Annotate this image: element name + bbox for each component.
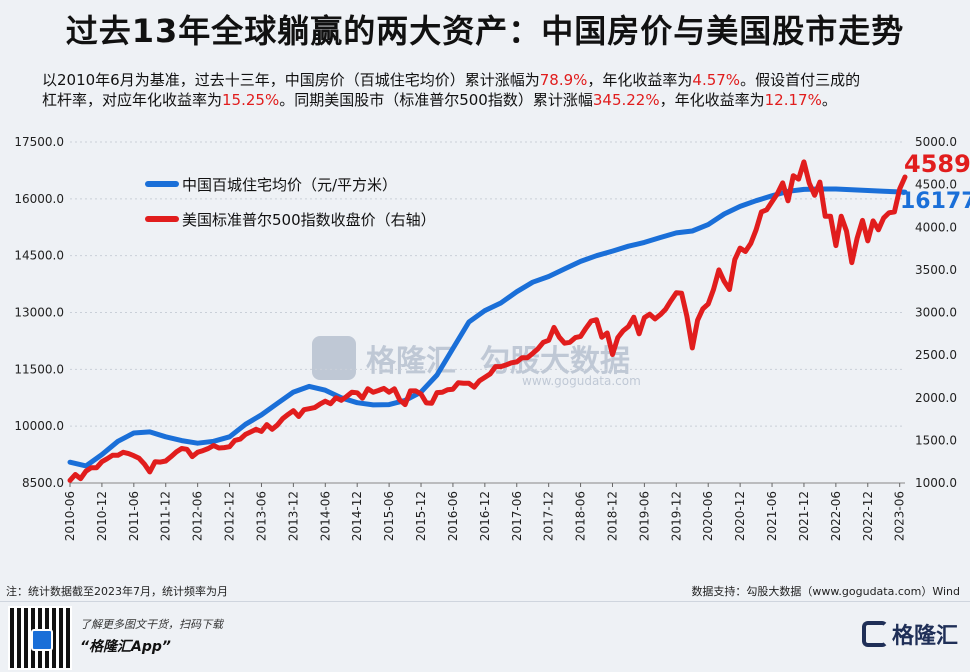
promo-text: 了解更多图文干货，扫码下载 [80,618,223,631]
x-axis-tick-label: 2014-06 [318,491,332,541]
logo-text: 格隆汇 [891,624,958,649]
x-axis-tick-label: 2020-12 [733,491,747,541]
right-axis-tick-label: 4000.0 [915,220,957,234]
x-axis-tick-label: 2015-06 [382,491,396,541]
watermark-url: www.gogudata.com [522,374,641,388]
footnote: 注：统计数据截至2023年7月，统计频率为月 [6,585,228,598]
x-axis-tick-label: 2023-06 [893,491,907,541]
x-axis-tick-label: 2012-06 [191,491,205,541]
x-axis-tick-label: 2011-06 [127,491,141,541]
subtitle-highlight: 78.9% [539,71,588,89]
x-axis-tick-label: 2020-06 [701,491,715,541]
x-axis-tick-label: 2016-12 [478,491,492,541]
right-axis-tick-label: 1500.0 [915,433,957,447]
series-end-label: 4589 [904,150,970,178]
x-axis-tick-label: 2013-12 [286,491,300,541]
subtitle-highlight: 4.57% [692,71,741,89]
subtitle-text: 。假设首付三成的 [740,71,861,89]
left-axis-tick-label: 8500.0 [22,476,64,490]
subtitle-text: ，年化收益率为 [587,71,693,89]
left-axis-tick-label: 11500.0 [14,362,64,376]
x-axis-tick-label: 2015-12 [414,491,428,541]
x-axis-tick-label: 2013-06 [254,491,268,541]
x-axis-tick-label: 2022-06 [829,491,843,541]
line-chart: 8500.0 10000.0 11500.0 13000.0 14500.0 16000.… [14,135,970,541]
subtitle-highlight: 15.25% [222,91,280,109]
chart-title: 过去13年全球躺赢的两大资产：中国房价与美国股市走势 [65,12,905,50]
legend-label: 美国标准普尔500指数收盘价（右轴） [182,211,436,229]
right-axis-tick-label: 1000.0 [915,476,957,490]
subtitle-highlight: 345.22% [592,91,660,109]
x-axis-tick-label: 2021-12 [797,491,811,541]
x-axis-tick-label: 2011-12 [159,491,173,541]
x-axis-tick-label: 2019-12 [669,491,683,541]
promo-app-name: “格隆汇App” [80,639,171,655]
x-axis-tick-label: 2022-12 [861,491,875,541]
series-line [67,186,908,469]
footer-divider [0,601,970,602]
x-axis-tick-label: 2014-12 [350,491,364,541]
x-axis-tick-label: 2016-06 [446,491,460,541]
data-source: 数据支持：勾股大数据（www.gogudata.com）Wind [691,585,960,598]
subtitle-text: ，年化收益率为 [659,91,765,109]
subtitle-text: 以2010年6月为基准，过去十三年，中国房价（百城住宅均价）累计涨幅为 [42,71,540,89]
x-axis-tick-label: 2017-12 [542,491,556,541]
x-axis-tick-label: 2021-06 [765,491,779,541]
left-axis-tick-label: 14500.0 [14,249,64,263]
right-axis-tick-label: 4500.0 [915,178,957,192]
subtitle-text: 。同期美国股市（标准普尔500指数）累计涨幅 [279,91,593,109]
logo-icon [861,621,888,647]
right-axis-tick-label: 3500.0 [915,263,957,277]
x-axis-tick-label: 2010-12 [95,491,109,541]
series-end-label: 16177 [900,189,970,214]
x-axis-tick-label: 2010-06 [63,491,77,541]
qr-code-icon [8,606,72,670]
right-axis-tick-label: 5000.0 [915,135,957,149]
x-axis-tick-label: 2018-12 [605,491,619,541]
series-line [67,159,908,483]
left-axis-tick-label: 13000.0 [14,306,64,320]
x-axis-tick-label: 2017-06 [510,491,524,541]
right-axis-tick-label: 2000.0 [915,391,957,405]
x-axis-tick-label: 2019-06 [637,491,651,541]
subtitle-text: 。 [821,91,837,109]
x-axis-tick-label: 2018-06 [574,491,588,541]
legend-label: 中国百城住宅均价（元/平方米） [182,176,397,194]
x-axis-tick-label: 2012-12 [223,491,237,541]
left-axis-tick-label: 17500.0 [14,135,64,149]
left-axis-tick-label: 10000.0 [14,419,64,433]
left-axis-tick-label: 16000.0 [14,192,64,206]
watermark-logo-icon [312,336,356,380]
subtitle-highlight: 12.17% [764,91,822,109]
brand-logo: 格隆汇 [861,618,958,650]
watermark-partner: 勾股大数据 [480,344,630,379]
right-axis-tick-label: 3000.0 [915,306,957,320]
right-axis-tick-label: 2500.0 [915,348,957,362]
chart-subtitle: 以2010年6月为基准，过去十三年，中国房价（百城住宅均价）累计涨幅为78.9%… [42,70,942,110]
subtitle-text: 杠杆率，对应年化收益率为 [42,91,223,109]
